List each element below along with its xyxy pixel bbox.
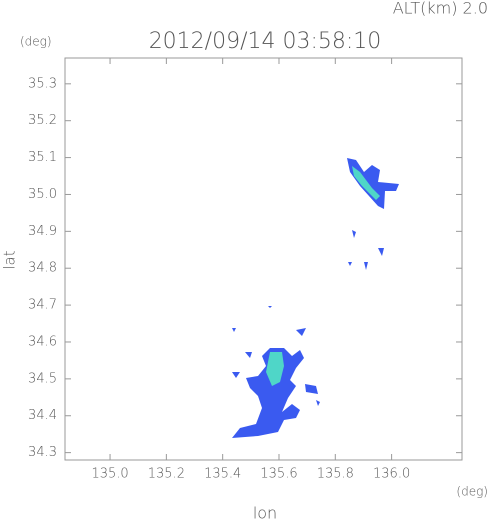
plot-frame (64, 57, 463, 461)
y-tick-label: 34.5 (28, 371, 57, 386)
y-tick-label: 35.1 (28, 150, 57, 165)
y-tick-label: 34.3 (28, 445, 57, 460)
x-tick-label: 135.8 (317, 467, 354, 482)
y-tick-label: 35.2 (28, 113, 57, 128)
y-tick-label: 34.4 (28, 408, 57, 423)
x-axis-label: lon (253, 504, 277, 521)
y-tick-label: 35.3 (28, 76, 57, 91)
y-tick-label: 34.8 (28, 261, 57, 276)
y-tick-label: 34.6 (28, 334, 57, 349)
y-tick-label: 34.7 (28, 298, 57, 313)
y-unit: (deg) (20, 35, 52, 49)
echo-field (232, 158, 399, 438)
x-tick-label: 135.0 (91, 467, 128, 482)
y-axis-label: lat (1, 250, 19, 269)
x-tick-label: 136.0 (373, 467, 410, 482)
y-tick-label: 34.9 (28, 224, 57, 239)
echo (232, 348, 304, 438)
x-unit: (deg) (456, 485, 488, 499)
y-tick-label: 35.0 (28, 187, 57, 202)
chart-title: 2012/09/14 03:58:10 (149, 29, 382, 54)
echo (347, 158, 399, 209)
x-tick-label: 135.6 (260, 467, 297, 482)
echo (352, 166, 380, 200)
x-tick-label: 135.2 (148, 467, 185, 482)
altitude-label: ALT(km) 2.0 (393, 0, 488, 18)
echo (266, 352, 284, 386)
x-tick-label: 135.4 (204, 467, 241, 482)
